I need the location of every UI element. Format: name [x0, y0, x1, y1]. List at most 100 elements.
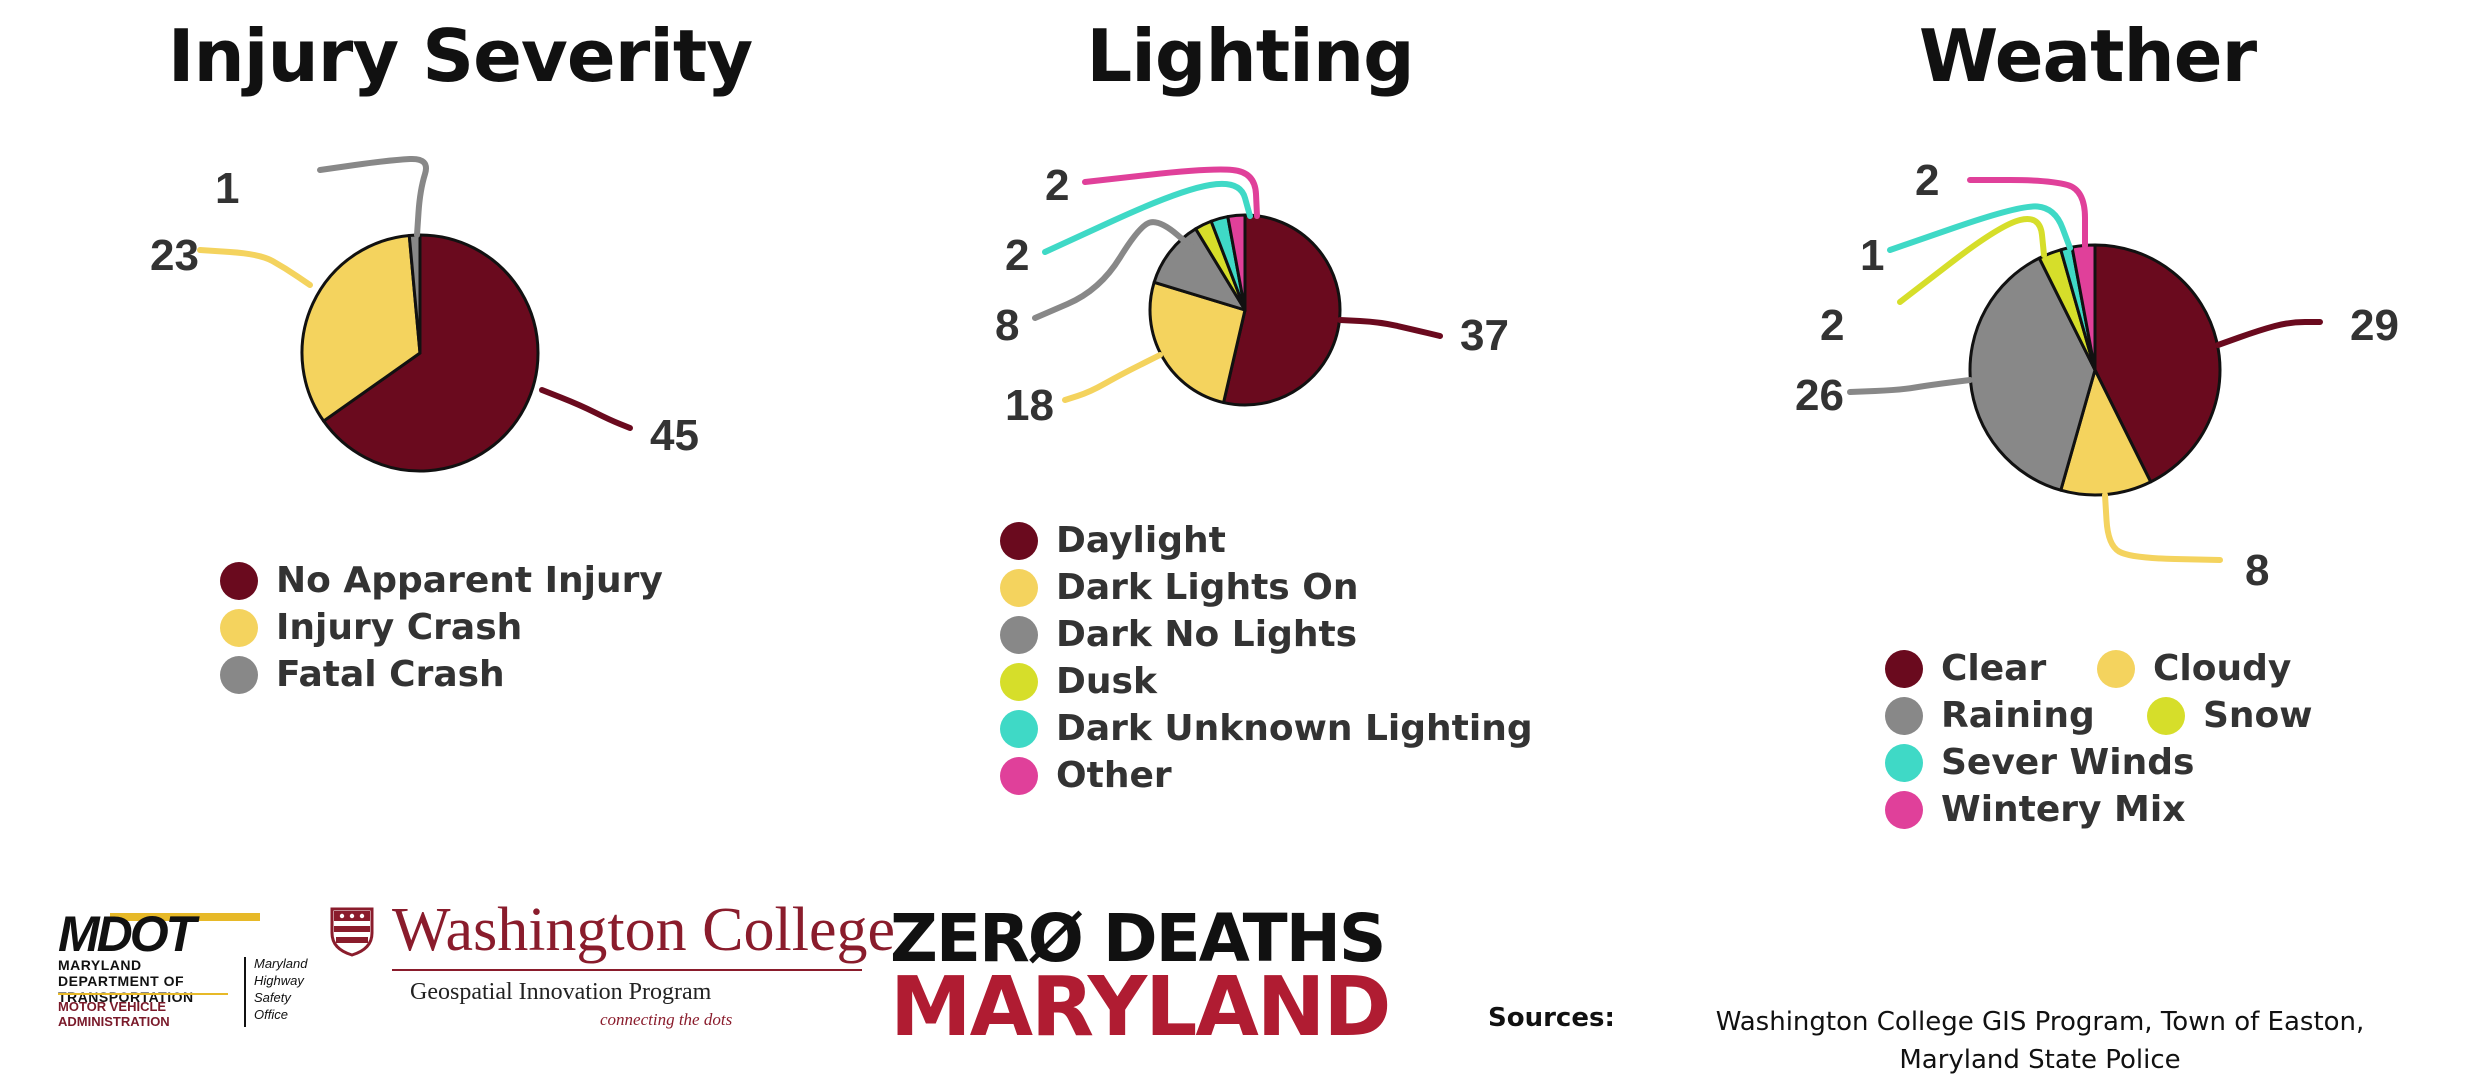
legend-label: Daylight: [1056, 520, 1226, 561]
mdot-office: Maryland Highway Safety Office: [254, 956, 308, 1022]
data-label: 2: [1005, 231, 1029, 280]
leader-line: [1967, 177, 2088, 249]
data-label: 1: [1860, 231, 1884, 280]
data-label: 45: [650, 411, 699, 460]
leader-line: [2102, 492, 2223, 563]
legend-item-wintery-mix: Wintery Mix: [1885, 789, 2185, 830]
legend-swatch: [2097, 649, 2135, 688]
legend-item-dark-no-lights: Dark No Lights: [1000, 614, 1357, 655]
legend-label: Dark No Lights: [1056, 614, 1358, 655]
legend-item-injury-crash: Injury Crash: [220, 607, 522, 648]
legend-label: Raining: [1941, 695, 2095, 736]
sources-label: Sources:: [1488, 1003, 1615, 1033]
legend-swatch: [1000, 615, 1038, 654]
legend-swatch: [1000, 756, 1038, 795]
legend-label: Injury Crash: [276, 607, 523, 648]
leader-line: [317, 155, 429, 238]
chart-title: Lighting: [1086, 14, 1414, 98]
legend-swatch: [220, 655, 258, 694]
legend-swatch: [220, 561, 258, 600]
zero-deaths-line1: ZERØ DEATHS: [890, 900, 1386, 977]
legend-label: Other: [1056, 755, 1172, 796]
legend-item-no-apparent-injury: No Apparent Injury: [220, 560, 663, 601]
legend-item-other: Other: [1000, 755, 1172, 796]
leader-line: [1337, 317, 1443, 339]
chart-title: Weather: [1918, 14, 2257, 98]
mdot-vertical-divider: [244, 957, 246, 1027]
legend-label: No Apparent Injury: [276, 560, 663, 601]
legend-item-sever-winds: Sever Winds: [1885, 742, 2194, 783]
leader-line: [1887, 203, 2073, 253]
legend-label: Snow: [2203, 695, 2313, 736]
chart-panel-injury-severity: Injury Severity 45 23 1 No Apparent Injury…: [70, 0, 850, 850]
data-label: 2: [1915, 156, 1939, 205]
legend-label: Dusk: [1056, 661, 1157, 702]
data-label: 26: [1795, 371, 1844, 420]
legend-label: Dark Unknown Lighting: [1056, 708, 1533, 749]
data-label: 18: [1005, 381, 1054, 430]
data-label: 2: [1820, 301, 1844, 350]
zero-deaths-maryland-logo: ZERØ DEATHS MARYLAND: [890, 900, 1430, 1055]
legend-swatch: [1885, 743, 1923, 782]
legend-label: Cloudy: [2153, 648, 2292, 689]
mdot-logo: MDOT MARYLAND DEPARTMENT OF TRANSPORTATI…: [58, 905, 318, 1029]
leader-line: [1847, 377, 1973, 395]
legend-swatch: [1000, 568, 1038, 607]
mdot-divider-rule: [58, 993, 228, 995]
pie-slice-clear: [2093, 243, 2222, 484]
legend-swatch: [220, 608, 258, 647]
legend-swatch: [2147, 696, 2185, 735]
legend-swatch: [1885, 696, 1923, 735]
mdot-administration: MOTOR VEHICLE ADMINISTRATION: [58, 999, 170, 1029]
legend-label: Wintery Mix: [1941, 789, 2186, 830]
legend-label: Clear: [1941, 648, 2047, 689]
legend-swatch: [1885, 790, 1923, 829]
shield-icon: [330, 907, 374, 957]
pie-slice-no-apparent-injury: [322, 233, 540, 473]
leader-line: [1897, 216, 2047, 305]
legend-item-clear: Clear: [1885, 648, 2046, 689]
leader-line: [539, 387, 633, 431]
washington-college-rule: [392, 969, 862, 971]
chart-panel-lighting: Lighting 37 18 8 2 2 Daylight Dark Lights On…: [850, 0, 1650, 850]
chart-panel-weather: Weather 29 8 26 2 1 2 Clear Cloudy Raining Sn…: [1700, 0, 2475, 850]
pie-chart-lighting: 37 18 8 22: [995, 161, 1509, 430]
leader-line: [2215, 319, 2323, 348]
data-label: 23: [150, 231, 199, 280]
legend-swatch: [1000, 709, 1038, 748]
pie-slice-dark-lights-on: [1148, 280, 1247, 405]
mdot-wordmark: MDOT: [58, 906, 196, 962]
legend-item-dark-unknown-lighting: Dark Unknown Lighting: [1000, 708, 1533, 749]
legend-item-dark-lights-on: Dark Lights On: [1000, 567, 1358, 608]
data-label: 29: [2350, 301, 2399, 350]
legend-label: Fatal Crash: [276, 654, 505, 695]
legend-label: Sever Winds: [1941, 742, 2195, 783]
zero-deaths-line2: MARYLAND: [890, 960, 1392, 1055]
washington-college-logo: Washington College Geospatial Innovation…: [330, 895, 895, 1035]
legend-item-snow: Snow: [2147, 695, 2313, 736]
leader-line: [1042, 180, 1253, 255]
mdot-accent-bar: [110, 913, 260, 921]
sources-text: Washington College GIS Program, Town of …: [1715, 1007, 2365, 1075]
pie-chart-weather: 29 8 26 212: [1795, 156, 2399, 595]
washington-college-program: Geospatial Innovation Program: [410, 979, 712, 1005]
data-label: 37: [1460, 311, 1509, 360]
leader-line: [1062, 352, 1163, 403]
washington-college-tagline: connecting the dots: [600, 1010, 733, 1029]
legend-swatch: [1000, 662, 1038, 701]
pie-chart-injury-severity: 45 23 1: [150, 155, 699, 473]
legend-swatch: [1885, 649, 1923, 688]
data-label: 8: [2245, 546, 2269, 595]
data-label: 2: [1045, 161, 1069, 210]
legend-item-daylight: Daylight: [1000, 520, 1226, 561]
legend-item-fatal-crash: Fatal Crash: [220, 654, 505, 695]
pie-slice-injury-crash: [300, 233, 422, 423]
mdot-department: MARYLAND DEPARTMENT OF TRANSPORTATION: [58, 957, 194, 1005]
pie-slice-other: [1226, 213, 1247, 312]
leader-line: [1082, 166, 1260, 219]
leader-line: [1032, 219, 1198, 321]
data-label: 1: [215, 164, 239, 213]
legend-swatch: [1000, 521, 1038, 560]
legend-item-cloudy: Cloudy: [2097, 648, 2291, 689]
legend-item-dusk: Dusk: [1000, 661, 1157, 702]
